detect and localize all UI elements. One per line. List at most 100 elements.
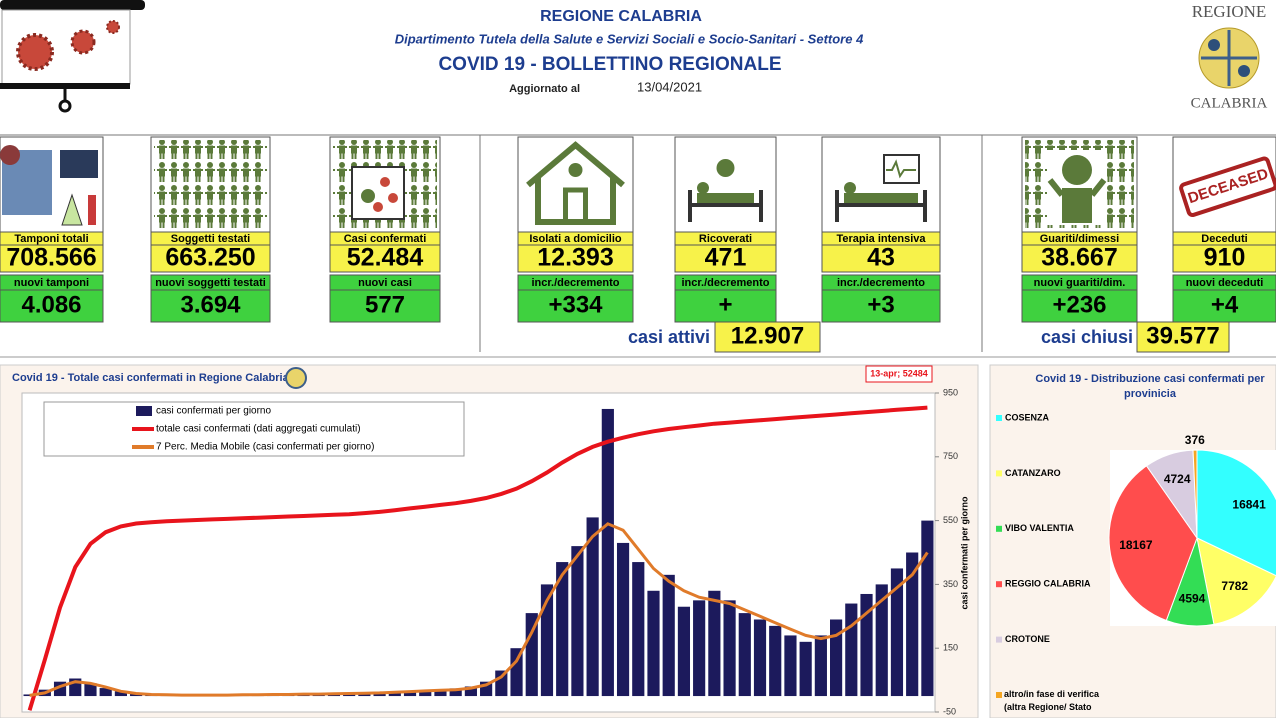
kpi-icon	[154, 140, 267, 229]
kpi-sub-label: nuovi tamponi	[14, 277, 89, 289]
pie-slice	[1192, 449, 1198, 539]
kpi-sub-label: incr./decremento	[681, 277, 769, 289]
kpi-value: 663.250	[165, 244, 255, 272]
pie-slice	[1108, 465, 1198, 622]
kpi-sub-label: nuovi casi	[358, 277, 412, 289]
legend-label: CATANZARO	[1005, 468, 1061, 478]
logo-top: REGIONE	[1192, 2, 1267, 21]
icon-part	[361, 189, 375, 203]
updated-label: Aggiornato al	[509, 83, 580, 95]
annotation: 13-apr; 52484	[870, 368, 928, 378]
legend-swatch	[996, 636, 1002, 643]
region: REGIONE CALABRIA	[540, 8, 702, 25]
bar	[890, 568, 904, 697]
pie-label: 16841	[1232, 497, 1266, 511]
kpi-icon	[1025, 140, 1134, 229]
legend-swatch	[996, 692, 1002, 698]
kpi-value-bg	[1172, 244, 1276, 273]
kpi-sub-value-bg	[821, 289, 941, 323]
kpi-label: Terapia intensiva	[836, 233, 926, 245]
bar	[464, 686, 477, 697]
kpi-value-bg	[0, 244, 104, 273]
bar	[616, 542, 630, 697]
bar	[753, 619, 767, 697]
kpi-sub-value: +	[718, 291, 732, 318]
icon-part	[61, 193, 83, 226]
kpi-icon	[835, 154, 927, 222]
y2-tick-label: 750	[943, 451, 958, 461]
kpi-label: Soggetti testati	[171, 233, 250, 245]
kpi-value: 708.566	[6, 244, 96, 272]
bar	[662, 574, 675, 697]
kpi-value: 38.667	[1041, 244, 1117, 272]
summary-value: 39.577	[1146, 322, 1219, 349]
pie-label: 7782	[1221, 579, 1248, 593]
bar	[99, 688, 112, 697]
kpi-value: 471	[705, 244, 747, 272]
bar	[556, 562, 569, 697]
updated-date: 13/04/2021	[637, 79, 702, 94]
bar	[814, 635, 827, 697]
kpi-value: 910	[1204, 244, 1246, 272]
bar	[601, 408, 614, 697]
kpi-icon-box	[821, 136, 941, 233]
bar	[419, 690, 432, 697]
bar	[434, 689, 447, 697]
bar	[860, 593, 873, 697]
bar	[693, 600, 706, 697]
line	[29, 522, 929, 697]
kpi-label: Guariti/dimessi	[1040, 233, 1119, 245]
kpi-value-bg	[821, 244, 941, 273]
legend	[43, 401, 465, 457]
kpi-label: Deceduti	[1201, 233, 1247, 245]
icon-part	[1062, 188, 1092, 223]
icon-part	[688, 190, 763, 222]
icon-part	[380, 177, 390, 187]
icon-part	[373, 202, 383, 212]
legend-label: totale casi confermati (dati aggregati c…	[156, 424, 361, 435]
icon-part	[563, 187, 588, 225]
kpi-sub-value-bg	[329, 289, 441, 323]
bar	[875, 584, 888, 697]
y2-tick-label: 550	[943, 515, 958, 525]
kpi-sub-value: +4	[1211, 291, 1239, 318]
icon-part	[388, 193, 398, 203]
bar	[84, 683, 97, 697]
kpi-sub-label: nuovi soggetti testati	[155, 277, 266, 289]
bar	[677, 606, 691, 697]
icon-part	[697, 182, 709, 194]
kpi-value: 12.393	[537, 244, 613, 272]
icon-part	[835, 190, 927, 222]
icon-part	[883, 154, 920, 184]
legend-swatch	[996, 470, 1002, 477]
legend-swatch	[996, 415, 1002, 421]
icon-part	[154, 140, 267, 229]
bar	[540, 584, 554, 697]
legend-label: CROTONE	[1005, 634, 1050, 644]
y2-tick-label: 150	[943, 643, 958, 653]
bulletin-title: COVID 19 - BOLLETTINO REGIONALE	[438, 54, 781, 75]
bar	[114, 691, 127, 697]
kpi-icon	[526, 141, 625, 225]
summary-label: casi chiusi	[1041, 327, 1133, 347]
bar	[632, 562, 645, 697]
legend-label: altro/in fase di verifica (altra Regione…	[1004, 689, 1099, 712]
y2-tick-label: -50	[943, 706, 956, 716]
pie-title: Covid 19 - Distribuzione casi confermati…	[1035, 373, 1264, 400]
bar	[449, 688, 462, 697]
legend-label: 7 Perc. Media Mobile (casi confermati pe…	[156, 442, 374, 453]
kpi-label: Ricoverati	[699, 233, 752, 245]
kpi-icon	[0, 145, 98, 226]
icon-part	[60, 150, 98, 178]
department: Dipartimento Tutela della Salute e Servi…	[395, 31, 864, 46]
kpi-sub-value-bg	[150, 289, 271, 323]
kpi-label: Tamponi totali	[14, 233, 88, 245]
summary-value-bg	[1136, 321, 1230, 353]
kpi-value: 52.484	[347, 244, 424, 272]
kpi-sub-value: 3.694	[180, 291, 241, 318]
kpi-sub-value-bg	[1021, 289, 1138, 323]
legend-label: COSENZA	[1005, 412, 1050, 422]
kpi-sub-value-bg	[674, 289, 777, 323]
